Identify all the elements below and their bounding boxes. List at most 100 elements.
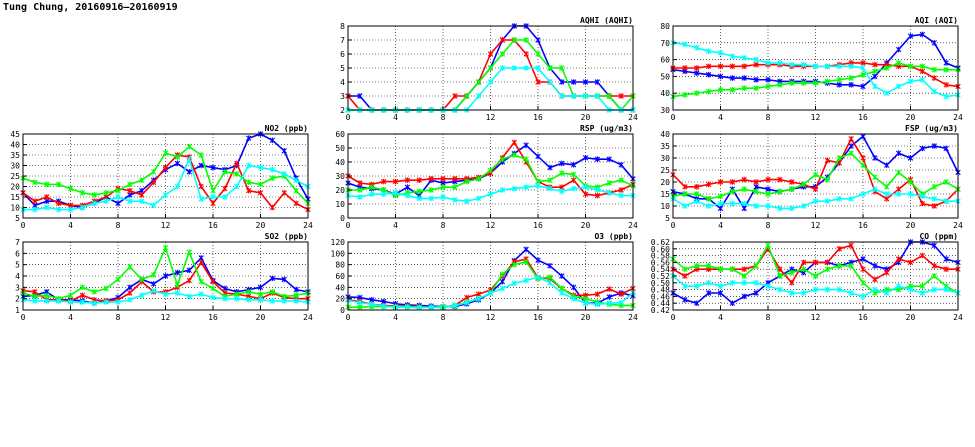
data-point-green	[777, 188, 783, 195]
chart-panel-5: 0 4 8 12 16 20 24 5 10 15 20 25 30 35 40 FSP (ug/m3)	[660, 124, 963, 230]
data-point-green	[931, 66, 937, 73]
data-point-cyan	[860, 65, 866, 71]
data-point-red	[487, 51, 494, 57]
data-point-cyan	[812, 63, 819, 70]
data-point-cyan	[582, 300, 589, 306]
data-point-green	[812, 172, 819, 178]
data-point-blue	[559, 273, 565, 279]
data-point-red	[570, 177, 577, 183]
data-point-cyan	[127, 297, 133, 303]
data-point-red	[582, 191, 589, 197]
y-tick-label: 4	[15, 272, 20, 281]
data-point-cyan	[139, 198, 145, 204]
data-point-blue	[895, 46, 902, 53]
data-point-blue	[765, 76, 771, 83]
data-point-blue	[907, 33, 914, 39]
data-point-cyan	[150, 287, 157, 294]
data-point-red	[380, 178, 387, 185]
data-point-cyan	[570, 295, 577, 302]
data-point-green	[186, 249, 192, 255]
data-point-blue	[186, 267, 192, 274]
data-point-green	[907, 179, 914, 185]
data-point-red	[606, 286, 612, 292]
data-point-cyan	[694, 45, 700, 51]
data-point-cyan	[741, 200, 747, 207]
y-tick-label: 100	[331, 249, 346, 258]
x-tick-label: 4	[393, 221, 398, 230]
data-point-green	[705, 88, 712, 95]
data-point-red	[812, 259, 819, 266]
x-tick-label: 0	[346, 113, 351, 122]
x-tick-label: 16	[208, 221, 218, 230]
data-point-red	[186, 277, 192, 284]
data-point-green	[487, 65, 494, 71]
data-point-blue	[705, 290, 712, 296]
data-point-cyan	[499, 187, 506, 193]
x-tick-label: 16	[533, 313, 543, 322]
data-point-green	[115, 187, 121, 194]
data-point-cyan	[694, 283, 700, 289]
data-point-green	[67, 185, 74, 192]
data-point-green	[499, 156, 506, 162]
data-point-green	[618, 177, 624, 183]
data-point-cyan	[705, 203, 712, 209]
x-tick-label: 16	[858, 113, 868, 122]
data-point-green	[475, 79, 482, 85]
y-tick-label: 7	[15, 238, 20, 247]
x-tick-label: 12	[486, 113, 496, 122]
data-point-cyan	[884, 90, 890, 96]
data-point-green	[694, 191, 700, 197]
data-point-cyan	[127, 198, 133, 204]
x-tick-label: 20	[256, 313, 266, 322]
data-point-blue	[404, 184, 411, 190]
data-point-cyan	[582, 184, 589, 190]
x-tick-label: 4	[393, 313, 398, 322]
data-point-green	[872, 68, 878, 75]
x-tick-label: 12	[161, 221, 171, 230]
data-point-blue	[547, 164, 553, 171]
data-point-red	[705, 63, 712, 70]
data-point-cyan	[67, 299, 74, 305]
data-point-green	[741, 85, 747, 91]
data-point-green	[174, 282, 181, 288]
data-point-blue	[535, 257, 541, 263]
y-tick-label: 2	[15, 295, 20, 304]
data-point-cyan	[895, 283, 902, 289]
data-point-red	[931, 203, 937, 209]
data-point-green	[705, 263, 712, 269]
x-tick-label: 16	[858, 313, 868, 322]
data-point-red	[404, 177, 411, 183]
data-point-blue	[127, 284, 133, 291]
data-point-blue	[499, 278, 506, 285]
data-point-green	[547, 177, 553, 183]
data-point-cyan	[800, 203, 807, 209]
y-tick-label: 4	[340, 78, 345, 87]
data-point-green	[523, 37, 529, 43]
data-point-blue	[606, 156, 612, 162]
data-point-green	[729, 266, 736, 272]
data-point-green	[523, 259, 529, 265]
data-point-cyan	[91, 200, 97, 207]
y-tick-label: 0	[340, 306, 345, 315]
data-point-red	[777, 176, 783, 183]
data-point-green	[162, 244, 169, 251]
data-point-cyan	[800, 290, 807, 296]
data-point-blue	[717, 73, 724, 80]
data-point-green	[559, 65, 565, 71]
data-point-cyan	[293, 177, 299, 183]
data-point-green	[103, 190, 109, 196]
y-tick-label: 0.42	[651, 306, 670, 315]
data-point-blue	[606, 294, 612, 300]
data-point-cyan	[606, 300, 612, 306]
x-tick-label: 4	[718, 113, 723, 122]
data-point-cyan	[872, 83, 878, 90]
data-point-cyan	[103, 299, 109, 305]
data-point-green	[682, 266, 688, 272]
data-point-green	[848, 75, 854, 81]
data-point-green	[269, 175, 276, 181]
data-point-cyan	[281, 298, 287, 304]
data-point-red	[919, 252, 926, 259]
x-tick-label: 4	[68, 221, 73, 230]
